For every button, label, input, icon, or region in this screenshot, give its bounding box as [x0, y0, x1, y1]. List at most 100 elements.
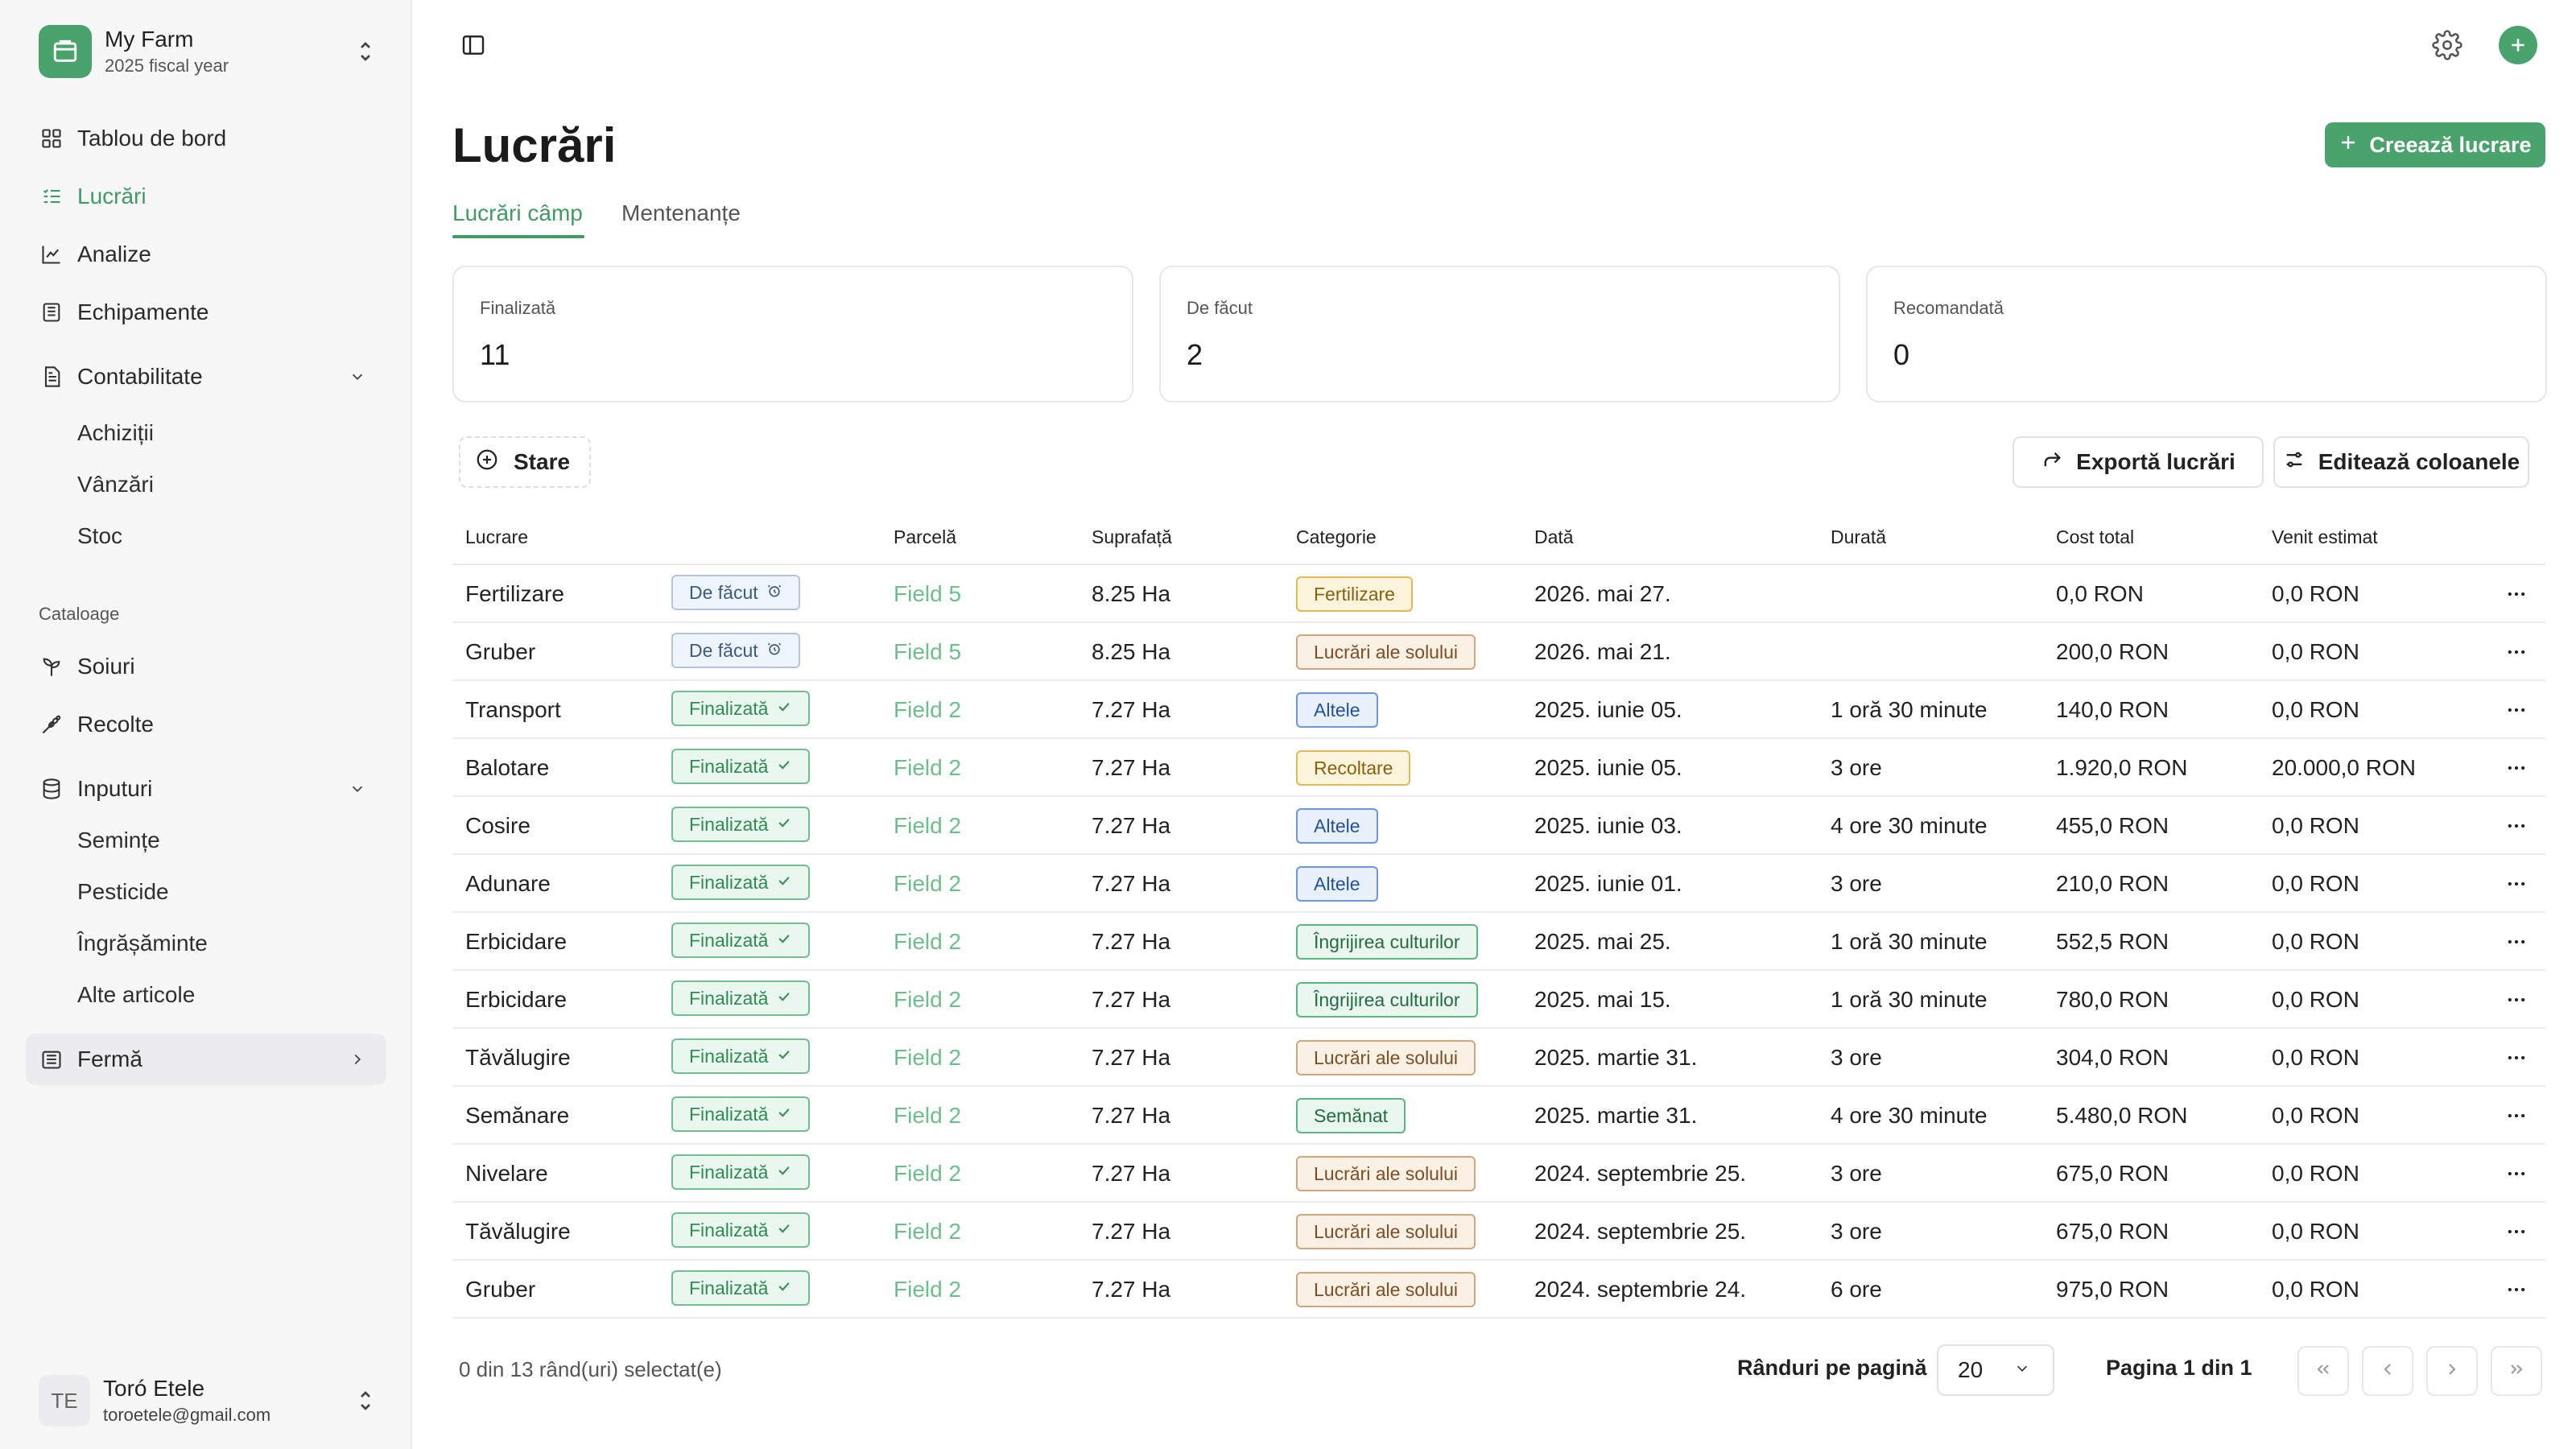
sub-alte-articole[interactable]: Alte articole	[77, 982, 196, 1007]
create-work-button[interactable]: Creează lucrare	[2325, 122, 2545, 167]
sub-achizitii[interactable]: Achiziții	[77, 420, 154, 445]
table-row[interactable]: Erbicidare Finalizată Field 2 7.27 Ha Îngrij…	[452, 971, 2545, 1029]
parcel-link[interactable]: Field 2	[894, 1161, 962, 1186]
parcel-link[interactable]: Field 2	[894, 1045, 962, 1070]
parcel-link[interactable]: Field 2	[894, 697, 962, 722]
parcel-link[interactable]: Field 2	[894, 1103, 962, 1128]
parcel-link[interactable]: Field 2	[894, 1219, 962, 1244]
more-horizontal-icon[interactable]	[2500, 1275, 2533, 1304]
nav-soiuri[interactable]: Soiuri	[26, 641, 386, 692]
status-badge[interactable]: De făcut	[671, 575, 800, 610]
col-categorie[interactable]: Categorie	[1296, 526, 1377, 547]
table-row[interactable]: Balotare Finalizată Field 2 7.27 Ha Recoltar…	[452, 739, 2545, 797]
col-cost-total[interactable]: Cost total	[2056, 526, 2135, 547]
table-row[interactable]: Transport Finalizată Field 2 7.27 Ha Altele 2…	[452, 681, 2545, 739]
alarm-clock-icon	[766, 640, 782, 662]
prev-page-button[interactable]	[2362, 1346, 2413, 1396]
status-filter-button[interactable]: Stare	[459, 436, 591, 488]
parcel-link[interactable]: Field 2	[894, 929, 962, 954]
nav-lucrari[interactable]: Lucrări	[26, 171, 386, 222]
table-row[interactable]: Tăvălugire Finalizată Field 2 7.27 Ha Lucrăr…	[452, 1203, 2545, 1261]
status-badge[interactable]: Finalizată	[671, 807, 811, 842]
status-badge[interactable]: Finalizată	[671, 749, 811, 784]
status-badge[interactable]: Finalizată	[671, 1038, 811, 1074]
last-page-button[interactable]	[2491, 1346, 2542, 1396]
col-suprafata[interactable]: Suprafață	[1092, 526, 1172, 547]
status-badge[interactable]: Finalizată	[671, 691, 811, 726]
col-parcela[interactable]: Parcelă	[894, 526, 956, 547]
more-horizontal-icon[interactable]	[2500, 696, 2533, 724]
parcel-link[interactable]: Field 2	[894, 1277, 962, 1302]
parcel-link[interactable]: Field 2	[894, 813, 962, 838]
more-horizontal-icon[interactable]	[2500, 985, 2533, 1014]
tab-lucrari-camp[interactable]: Lucrări câmp	[452, 200, 583, 225]
more-horizontal-icon[interactable]	[2500, 1043, 2533, 1072]
table-row[interactable]: Nivelare Finalizată Field 2 7.27 Ha Lucrări …	[452, 1145, 2545, 1203]
parcel-link[interactable]: Field 2	[894, 987, 962, 1012]
table-row[interactable]: Gruber Finalizată Field 2 7.27 Ha Lucrări al…	[452, 1261, 2545, 1319]
more-horizontal-icon[interactable]	[2500, 869, 2533, 898]
gear-icon[interactable]	[2429, 27, 2465, 63]
more-horizontal-icon[interactable]	[2500, 811, 2533, 840]
parcel-link[interactable]: Field 2	[894, 871, 962, 896]
nav-recolte[interactable]: Recolte	[26, 699, 386, 750]
sidebar-toggle-icon[interactable]	[457, 29, 489, 61]
date-value: 2025. martie 31.	[1534, 1045, 1698, 1070]
more-horizontal-icon[interactable]	[2500, 1101, 2533, 1130]
table-row[interactable]: Erbicidare Finalizată Field 2 7.27 Ha Îngrij…	[452, 913, 2545, 971]
date-value: 2025. martie 31.	[1534, 1103, 1698, 1128]
status-badge[interactable]: Finalizată	[671, 1154, 811, 1190]
sub-stoc[interactable]: Stoc	[77, 523, 123, 548]
nav-ferma[interactable]: Fermă	[26, 1034, 386, 1085]
status-badge[interactable]: Finalizată	[671, 1212, 811, 1248]
col-lucrare[interactable]: Lucrare	[465, 526, 528, 547]
catalogs-label: Cataloage	[39, 604, 120, 624]
table-row[interactable]: Fertilizare De făcut Field 5 8.25 Ha Fertili…	[452, 565, 2545, 623]
col-durata[interactable]: Durată	[1831, 526, 1887, 547]
table-row[interactable]: Tăvălugire Finalizată Field 2 7.27 Ha Lucrăr…	[452, 1029, 2545, 1087]
table-row[interactable]: Gruber De făcut Field 5 8.25 Ha Lucrări ale …	[452, 623, 2545, 681]
more-horizontal-icon[interactable]	[2500, 1217, 2533, 1246]
parcel-link[interactable]: Field 5	[894, 639, 962, 664]
nav-analize[interactable]: Analize	[26, 229, 386, 280]
more-horizontal-icon[interactable]	[2500, 927, 2533, 956]
table-row[interactable]: Semănare Finalizată Field 2 7.27 Ha Semănat 2…	[452, 1087, 2545, 1145]
more-horizontal-icon[interactable]	[2500, 580, 2533, 609]
chevron-down-icon[interactable]	[345, 776, 370, 802]
col-data[interactable]: Dată	[1534, 526, 1574, 547]
next-page-button[interactable]	[2426, 1346, 2478, 1396]
parcel-link[interactable]: Field 5	[894, 581, 962, 606]
status-badge[interactable]: Finalizată	[671, 923, 811, 958]
more-horizontal-icon[interactable]	[2500, 753, 2533, 782]
user-menu[interactable]: TE Toró Etele toroetele@gmail.com	[39, 1368, 377, 1433]
status-badge[interactable]: Finalizată	[671, 1096, 811, 1132]
table-row[interactable]: Cosire Finalizată Field 2 7.27 Ha Altele 2025…	[452, 797, 2545, 855]
nav-echipamente[interactable]: Echipamente	[26, 287, 386, 338]
tab-mentenante[interactable]: Mentenanțe	[621, 200, 741, 225]
more-horizontal-icon[interactable]	[2500, 1159, 2533, 1188]
status-badge[interactable]: Finalizată	[671, 1270, 811, 1306]
sub-ingrasaminte[interactable]: Îngrășăminte	[77, 931, 208, 956]
status-badge[interactable]: Finalizată	[671, 980, 811, 1016]
rows-per-page-select[interactable]: 20	[1937, 1344, 2054, 1396]
add-circle-icon[interactable]	[2499, 26, 2537, 64]
status-badge[interactable]: Finalizată	[671, 865, 811, 900]
more-horizontal-icon[interactable]	[2500, 638, 2533, 667]
nav-contabilitate[interactable]: Contabilitate	[26, 351, 386, 402]
sub-pesticide[interactable]: Pesticide	[77, 879, 169, 904]
status-badge[interactable]: De făcut	[671, 633, 800, 668]
chevron-down-icon[interactable]	[345, 364, 370, 390]
nav-inputuri[interactable]: Inputuri	[26, 763, 386, 815]
revenue-value: 0,0 RON	[2272, 1277, 2359, 1302]
farm-switcher[interactable]: My Farm 2025 fiscal year	[26, 19, 377, 84]
sub-vanzari[interactable]: Vânzări	[77, 472, 154, 497]
col-venit-estimat[interactable]: Venit estimat	[2272, 526, 2378, 547]
nav-dashboard[interactable]: Tablou de bord	[26, 113, 386, 164]
rows-per-page-value: 20	[1958, 1357, 1984, 1382]
first-page-button[interactable]	[2297, 1346, 2349, 1396]
table-row[interactable]: Adunare Finalizată Field 2 7.27 Ha Altele 202…	[452, 855, 2545, 913]
export-button[interactable]: Exportă lucrări	[2013, 436, 2264, 488]
edit-columns-button[interactable]: Editează coloanele	[2273, 436, 2529, 488]
parcel-link[interactable]: Field 2	[894, 755, 962, 780]
sub-seminte[interactable]: Semințe	[77, 828, 160, 852]
